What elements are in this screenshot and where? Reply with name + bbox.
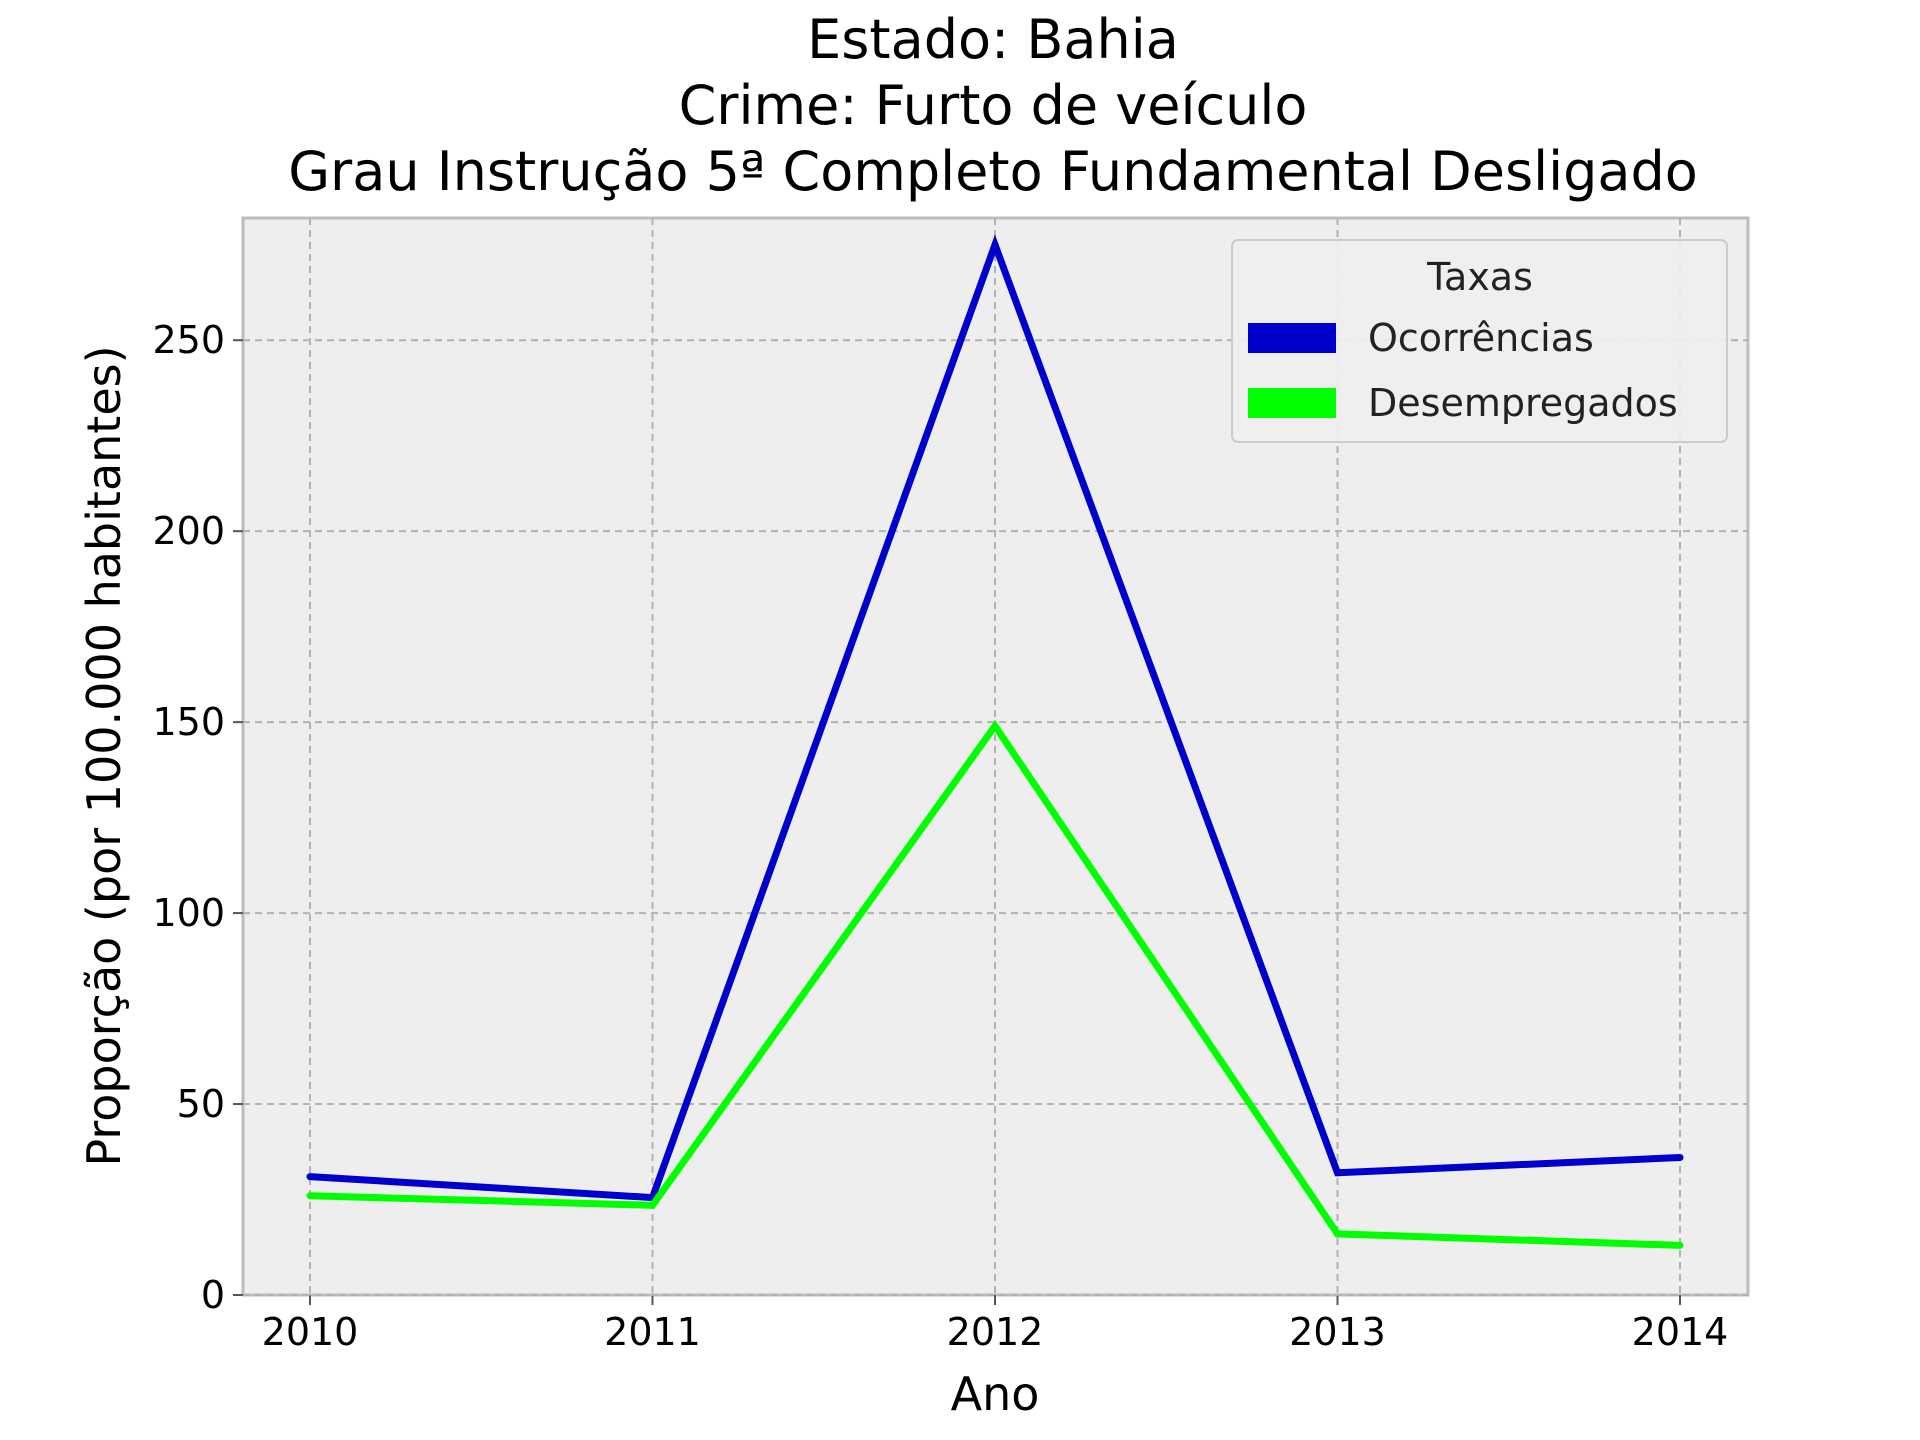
data-point-desempregados [991,722,999,730]
y-tick-label: 50 [177,1082,225,1126]
title-line-1: Estado: Bahia [807,8,1179,71]
title-line-3: Grau Instrução 5ª Completo Fundamental D… [288,140,1698,203]
x-tick-label: 2013 [1289,1310,1386,1354]
y-tick-label: 0 [201,1273,225,1317]
data-point-desempregados [1334,1230,1341,1238]
y-axis-label: Proporção (por 100.000 habitantes) [77,345,131,1166]
series-lines [306,234,1684,1249]
y-tick-label: 250 [152,318,225,362]
y-tick-label: 150 [152,700,225,744]
data-point-ocorrencias [1676,1154,1684,1162]
legend: Taxas Ocorrências Desempregados [1231,239,1728,443]
data-point-desempregados [649,1201,656,1209]
x-tick-label: 2011 [604,1310,701,1354]
chart-title: Estado: Bahia Crime: Furto de veículo Gr… [288,8,1698,203]
legend-title: Taxas [1426,255,1533,299]
x-tick-label: 2010 [262,1310,359,1354]
legend-swatch-desempregados [1248,388,1336,418]
title-line-2: Crime: Furto de veículo [679,74,1308,137]
data-point-desempregados [306,1192,314,1200]
x-tick-labels: 2010 2011 2012 2013 2014 [262,1310,1729,1354]
legend-label-desempregados: Desempregados [1368,381,1678,425]
data-point-desempregados [1676,1241,1684,1249]
data-point-ocorrencias [306,1173,314,1181]
data-point-ocorrencias [991,241,999,249]
y-tick-label: 100 [152,891,225,935]
x-tick-label: 2014 [1632,1310,1729,1354]
y-tick-label: 200 [152,509,225,553]
legend-label-ocorrencias: Ocorrências [1368,316,1594,360]
legend-swatch-ocorrencias [1248,323,1336,353]
x-axis-label: Ano [951,1367,1040,1421]
legend-box [1231,239,1728,443]
data-point-ocorrencias [1334,1169,1341,1177]
y-tick-labels: 0 50 100 150 200 250 [152,318,225,1317]
x-tick-label: 2012 [947,1310,1044,1354]
